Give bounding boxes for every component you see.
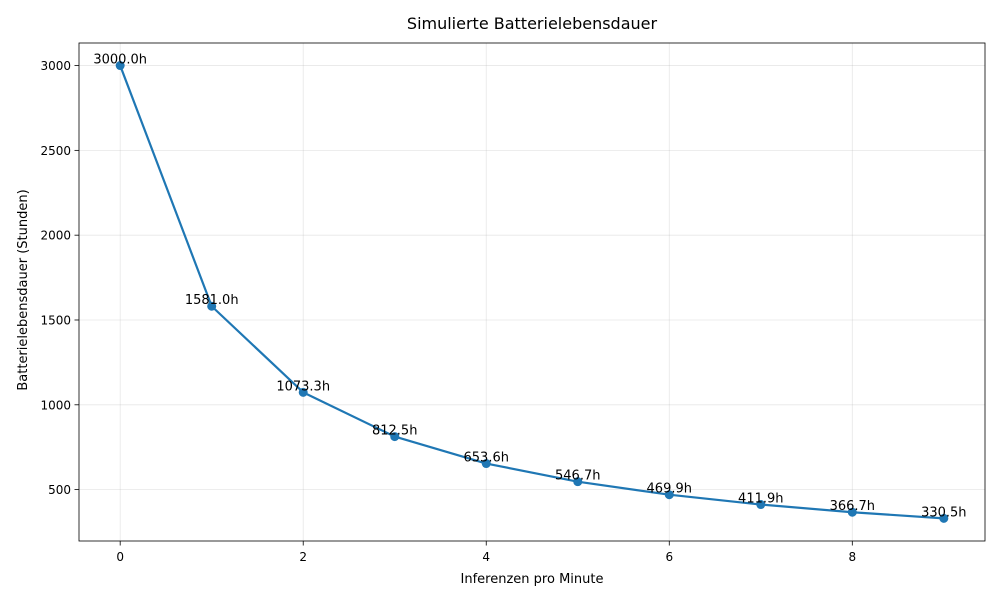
data-point (573, 477, 583, 487)
y-tick-label: 500 (48, 483, 71, 497)
data-label: 546.7h (555, 469, 600, 484)
data-label: 653.6h (464, 451, 509, 466)
x-tick-label: 8 (848, 550, 856, 564)
data-point (664, 490, 674, 500)
data-label: 1073.3h (276, 379, 330, 394)
y-tick-label: 1500 (40, 313, 71, 327)
axes-frame (78, 42, 986, 542)
data-labels: 3000.0h 1581.0h 1073.3h 812.5h 653.6h 546.7h 4… (93, 53, 966, 521)
data-label: 812.5h (372, 424, 417, 439)
y-tick-label: 2500 (40, 144, 71, 158)
x-tick-label: 4 (482, 550, 490, 564)
x-tick-label: 0 (116, 550, 124, 564)
chart-title: Simulierte Batterielebensdauer (407, 14, 658, 33)
axis-ticks: 0 2 4 6 8 500 1000 1500 2000 2500 3000 (40, 59, 856, 564)
y-tick-label: 3000 (40, 59, 71, 73)
data-label: 366.7h (830, 499, 875, 514)
series-layer (115, 61, 949, 523)
data-point (939, 513, 949, 523)
data-point (756, 500, 766, 510)
y-axis-label: Batterielebensdauer (Stunden) (16, 189, 31, 390)
grid-lines (79, 43, 985, 541)
data-point (847, 507, 857, 517)
data-point (298, 387, 308, 397)
x-tick-label: 2 (299, 550, 307, 564)
data-point (390, 432, 400, 442)
data-point (481, 459, 491, 469)
x-tick-label: 6 (665, 550, 673, 564)
data-point (115, 61, 125, 71)
series-line (119, 65, 944, 520)
data-label: 411.9h (738, 492, 783, 507)
y-tick-label: 2000 (40, 229, 71, 243)
data-label: 330.5h (921, 505, 966, 520)
data-point (207, 301, 217, 311)
data-label: 469.9h (647, 482, 692, 497)
data-label: 1581.0h (185, 293, 239, 308)
data-label: 3000.0h (93, 53, 147, 68)
x-axis-label: Inferenzen pro Minute (461, 572, 604, 587)
y-tick-label: 1000 (40, 398, 71, 412)
